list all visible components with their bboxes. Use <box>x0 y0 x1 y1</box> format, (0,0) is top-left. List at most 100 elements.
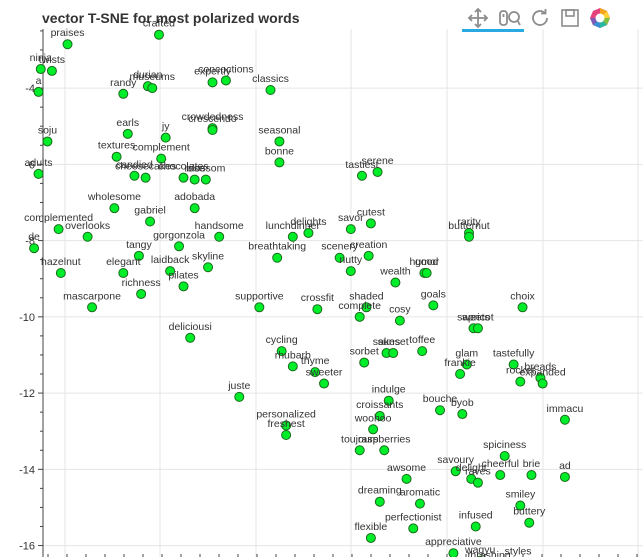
save-icon[interactable] <box>558 6 582 30</box>
data-point[interactable] <box>448 548 459 557</box>
data-point[interactable] <box>537 378 548 389</box>
data-point[interactable] <box>178 172 189 183</box>
data-point[interactable] <box>363 250 374 261</box>
data-point[interactable] <box>46 65 57 76</box>
data-point[interactable] <box>464 231 475 242</box>
data-point[interactable] <box>408 523 419 534</box>
pan-icon[interactable] <box>466 6 490 30</box>
reset-icon[interactable] <box>528 6 552 30</box>
data-point[interactable] <box>62 39 73 50</box>
data-point[interactable] <box>388 348 399 359</box>
data-point[interactable] <box>359 357 370 368</box>
data-point[interactable] <box>354 445 365 456</box>
data-point[interactable] <box>526 470 537 481</box>
data-point[interactable] <box>515 500 526 511</box>
data-point[interactable] <box>129 170 140 181</box>
data-point[interactable] <box>281 420 292 431</box>
data-point[interactable] <box>379 445 390 456</box>
data-point[interactable] <box>559 471 570 482</box>
data-point[interactable] <box>345 224 356 235</box>
data-point[interactable] <box>435 405 446 416</box>
data-point[interactable] <box>472 477 483 488</box>
data-point[interactable] <box>417 346 428 357</box>
data-point[interactable] <box>160 132 171 143</box>
data-point[interactable] <box>87 302 98 313</box>
data-point[interactable] <box>524 517 535 528</box>
data-point[interactable] <box>185 332 196 343</box>
data-point[interactable] <box>272 252 283 263</box>
data-point[interactable] <box>53 224 64 235</box>
data-point[interactable] <box>118 267 129 278</box>
data-point[interactable] <box>140 172 151 183</box>
wheel-zoom-icon[interactable] <box>498 6 522 30</box>
data-point[interactable] <box>203 262 214 273</box>
data-point[interactable] <box>165 266 176 277</box>
data-point[interactable] <box>189 203 200 214</box>
data-point[interactable] <box>287 361 298 372</box>
data-point[interactable] <box>461 359 472 370</box>
data-point[interactable] <box>390 277 401 288</box>
data-point[interactable] <box>312 304 323 315</box>
data-point[interactable] <box>147 83 158 94</box>
data-point[interactable] <box>122 128 133 139</box>
data-point[interactable] <box>145 216 156 227</box>
data-point[interactable] <box>499 450 510 461</box>
data-point[interactable] <box>455 369 466 380</box>
data-point[interactable] <box>470 521 481 532</box>
data-point[interactable] <box>383 395 394 406</box>
data-point[interactable] <box>281 430 292 441</box>
data-point[interactable] <box>35 64 46 75</box>
data-point[interactable] <box>559 414 570 425</box>
data-point[interactable] <box>234 391 245 402</box>
bokeh-logo-icon[interactable] <box>588 6 612 30</box>
data-point[interactable] <box>374 410 385 421</box>
data-point[interactable] <box>156 153 167 164</box>
data-point[interactable] <box>214 231 225 242</box>
data-point[interactable] <box>265 84 276 95</box>
data-point[interactable] <box>200 174 211 185</box>
data-point[interactable] <box>303 227 314 238</box>
data-point[interactable] <box>450 466 461 477</box>
data-point[interactable] <box>345 266 356 277</box>
data-point[interactable] <box>421 267 432 278</box>
data-point[interactable] <box>334 252 345 263</box>
data-point[interactable] <box>276 346 287 357</box>
data-point[interactable] <box>55 267 66 278</box>
data-point[interactable] <box>109 203 120 214</box>
data-point[interactable] <box>517 302 528 313</box>
data-point[interactable] <box>495 470 506 481</box>
data-point[interactable] <box>178 281 189 292</box>
data-point[interactable] <box>82 231 93 242</box>
data-point[interactable] <box>401 473 412 484</box>
data-point[interactable] <box>515 376 526 387</box>
data-point[interactable] <box>220 75 231 86</box>
data-point[interactable] <box>33 168 44 179</box>
data-point[interactable] <box>207 77 218 88</box>
data-point[interactable] <box>414 498 425 509</box>
data-point[interactable] <box>394 315 405 326</box>
data-point[interactable] <box>319 378 330 389</box>
data-point[interactable] <box>372 166 383 177</box>
data-point[interactable] <box>310 367 321 378</box>
data-point[interactable] <box>207 125 218 136</box>
data-point[interactable] <box>29 243 40 254</box>
data-point[interactable] <box>508 359 519 370</box>
data-point[interactable] <box>368 424 379 435</box>
data-point[interactable] <box>189 174 200 185</box>
data-point[interactable] <box>287 231 298 242</box>
data-point[interactable] <box>365 532 376 543</box>
data-point[interactable] <box>118 88 129 99</box>
data-point[interactable] <box>111 151 122 162</box>
data-point[interactable] <box>174 241 185 252</box>
data-point[interactable] <box>428 300 439 311</box>
data-point[interactable] <box>472 323 483 334</box>
data-point[interactable] <box>136 288 147 299</box>
data-point[interactable] <box>153 29 164 40</box>
data-point[interactable] <box>361 302 372 313</box>
data-point[interactable] <box>254 302 265 313</box>
data-point[interactable] <box>354 311 365 322</box>
data-point[interactable] <box>374 496 385 507</box>
data-point[interactable] <box>274 157 285 168</box>
data-point[interactable] <box>356 170 367 181</box>
